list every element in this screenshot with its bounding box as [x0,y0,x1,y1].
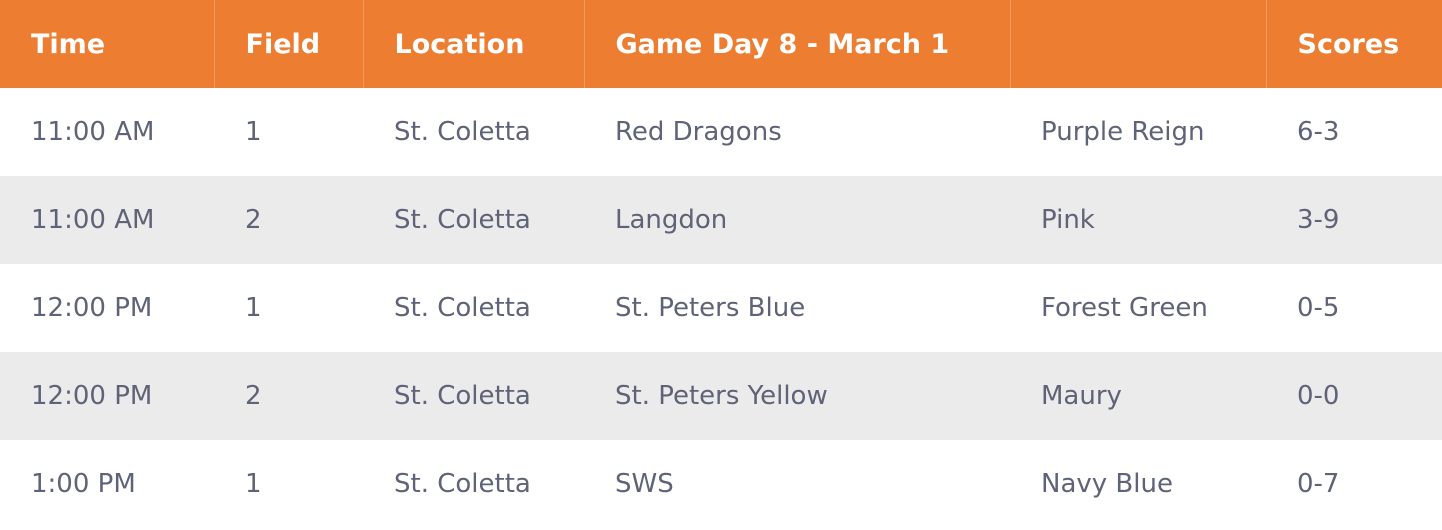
table-row: 11:00 AM 1 St. Coletta Red Dragons Purpl… [0,88,1442,176]
header-time[interactable]: Time [0,0,215,88]
cell-home-team: St. Peters Yellow [615,381,828,411]
cell-time: 1:00 PM [31,469,136,499]
cell-score: 0-7 [1297,469,1340,499]
cell-location: St. Coletta [394,117,531,147]
cell-time: 11:00 AM [31,205,155,235]
cell-score: 6-3 [1297,117,1340,147]
header-scores[interactable]: Scores [1297,28,1400,60]
cell-time: 12:00 PM [31,381,153,411]
cell-time: 11:00 AM [31,117,155,147]
header-row: Time Field Location Game Day 8 - March 1… [0,0,1442,88]
header-away-team [1010,0,1267,88]
table-row: 11:00 AM 2 St. Coletta Langdon Pink 3-9 [0,176,1442,264]
cell-home-team: SWS [615,469,674,499]
table-row: 12:00 PM 1 St. Coletta St. Peters Blue F… [0,264,1442,352]
cell-home-team: Red Dragons [615,117,782,147]
cell-field: 2 [245,205,262,235]
cell-home-team: St. Peters Blue [615,293,806,323]
cell-location: St. Coletta [394,205,531,235]
cell-score: 3-9 [1297,205,1340,235]
cell-home-team: Langdon [615,205,728,235]
cell-time: 12:00 PM [31,293,153,323]
cell-away-team: Purple Reign [1041,117,1205,147]
cell-field: 1 [245,293,262,323]
cell-field: 2 [245,381,262,411]
table-body: 11:00 AM 1 St. Coletta Red Dragons Purpl… [0,88,1442,528]
header-field[interactable]: Field [214,0,364,88]
cell-score: 0-0 [1297,381,1340,411]
cell-away-team: Forest Green [1041,293,1208,323]
cell-field: 1 [245,117,262,147]
cell-away-team: Pink [1041,205,1095,235]
cell-location: St. Coletta [394,381,531,411]
cell-field: 1 [245,469,262,499]
cell-score: 0-5 [1297,293,1340,323]
header-game-day[interactable]: Game Day 8 - March 1 [584,0,1011,88]
table-row: 12:00 PM 2 St. Coletta St. Peters Yellow… [0,352,1442,440]
cell-location: St. Coletta [394,293,531,323]
table-row: 1:00 PM 1 St. Coletta SWS Navy Blue 0-7 [0,440,1442,528]
cell-location: St. Coletta [394,469,531,499]
header-location[interactable]: Location [363,0,585,88]
cell-away-team: Navy Blue [1041,469,1173,499]
cell-away-team: Maury [1041,381,1122,411]
table-header: Time Field Location Game Day 8 - March 1… [0,0,1442,88]
